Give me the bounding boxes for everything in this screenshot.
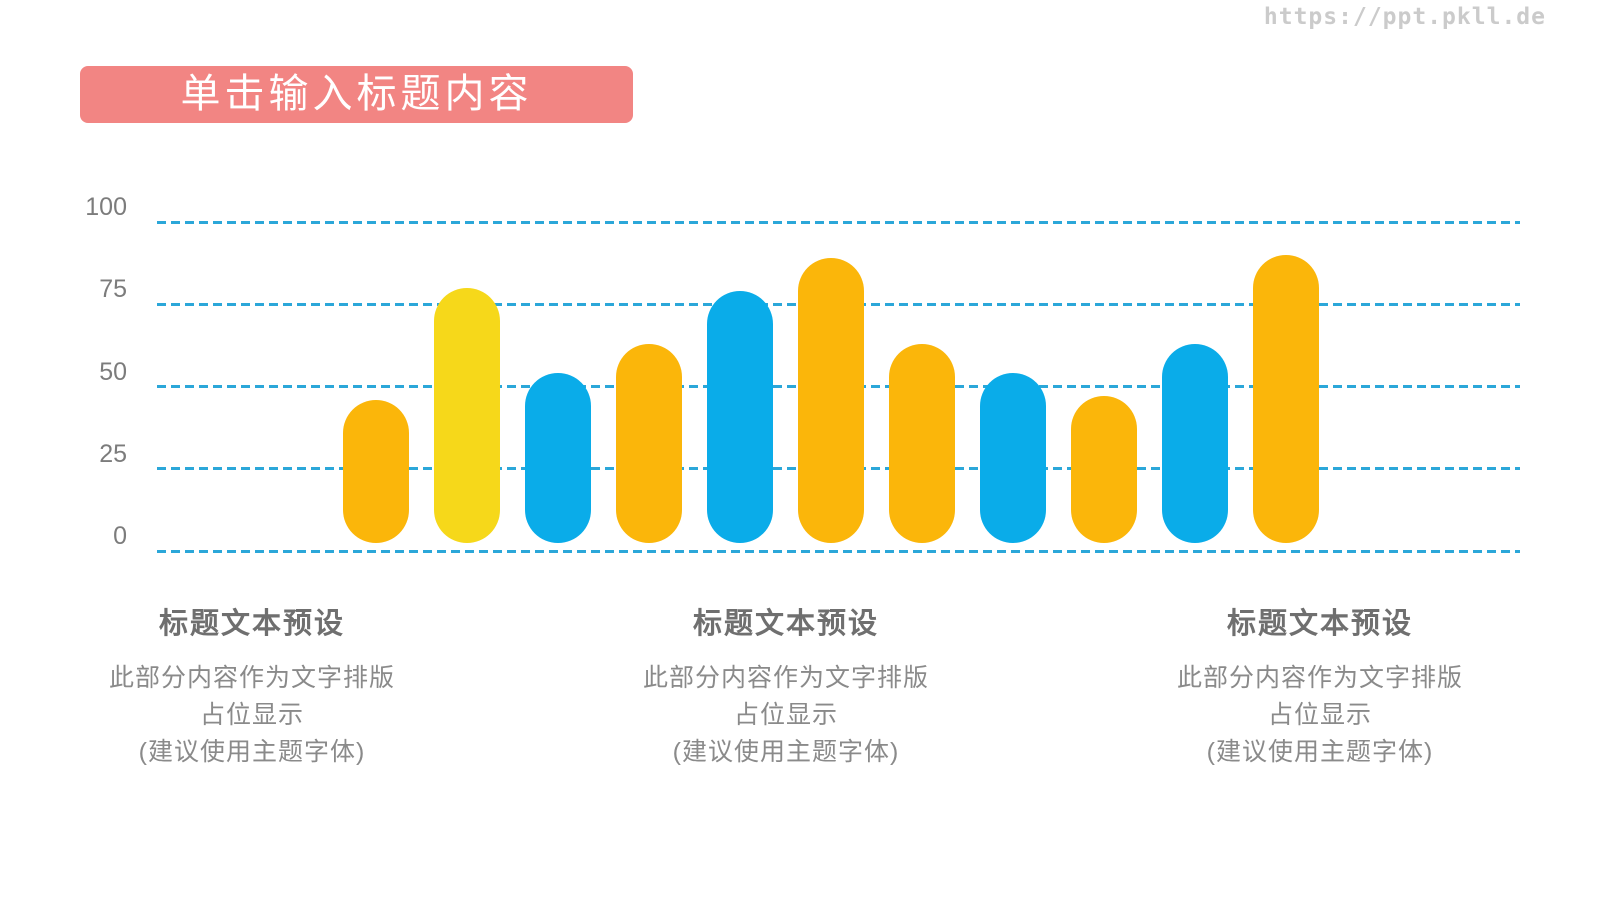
- page-title: 单击输入标题内容: [180, 72, 533, 116]
- caption-line: (建议使用主题字体): [672, 738, 900, 766]
- bar-11-orange: [1253, 254, 1319, 543]
- gridline-100: [157, 220, 1520, 224]
- bar-5-blue: [707, 291, 773, 543]
- title-banner: 单击输入标题内容: [80, 66, 633, 123]
- bar-3-blue: [525, 373, 591, 543]
- y-axis-label-25: 25: [99, 439, 127, 468]
- y-axis-label-75: 75: [99, 275, 127, 304]
- gridline-0: [157, 549, 1520, 553]
- y-axis-label-0: 0: [113, 522, 127, 550]
- caption-line: (建议使用主题字体): [1206, 738, 1434, 766]
- caption-line: 占位显示: [1267, 701, 1372, 729]
- caption-block-1: 标题文本预设 此部分内容作为文字排版 占位显示 (建议使用主题字体): [32, 600, 472, 771]
- caption-title: 标题文本预设: [692, 608, 879, 640]
- caption-line: 占位显示: [199, 701, 304, 729]
- caption-title: 标题文本预设: [158, 608, 345, 640]
- caption-block-2: 标题文本预设 此部分内容作为文字排版 占位显示 (建议使用主题字体): [566, 600, 1006, 771]
- caption-line: 此部分内容作为文字排版: [642, 664, 929, 692]
- watermark-url: https://ppt.pkll.de: [1263, 4, 1546, 30]
- bar-8-blue: [980, 373, 1046, 543]
- caption-line: 占位显示: [733, 701, 838, 729]
- caption-line: 此部分内容作为文字排版: [108, 664, 395, 692]
- bar-1-orange: [343, 399, 409, 543]
- caption-line: 此部分内容作为文字排版: [1176, 664, 1463, 692]
- y-axis-label-100: 100: [85, 193, 127, 221]
- bar-4-orange: [616, 343, 682, 543]
- bar-7-orange: [889, 343, 955, 543]
- bar-9-orange: [1071, 396, 1137, 543]
- bar-10-blue: [1162, 343, 1228, 543]
- bar-6-orange: [798, 258, 864, 543]
- caption-columns: 标题文本预设 此部分内容作为文字排版 占位显示 (建议使用主题字体) 标题文本预…: [32, 600, 1540, 771]
- y-axis-label-50: 50: [99, 357, 127, 386]
- caption-block-3: 标题文本预设 此部分内容作为文字排版 占位显示 (建议使用主题字体): [1100, 600, 1540, 771]
- caption-title: 标题文本预设: [1226, 608, 1413, 640]
- bar-2-yellow: [434, 287, 500, 543]
- caption-line: (建议使用主题字体): [138, 738, 366, 766]
